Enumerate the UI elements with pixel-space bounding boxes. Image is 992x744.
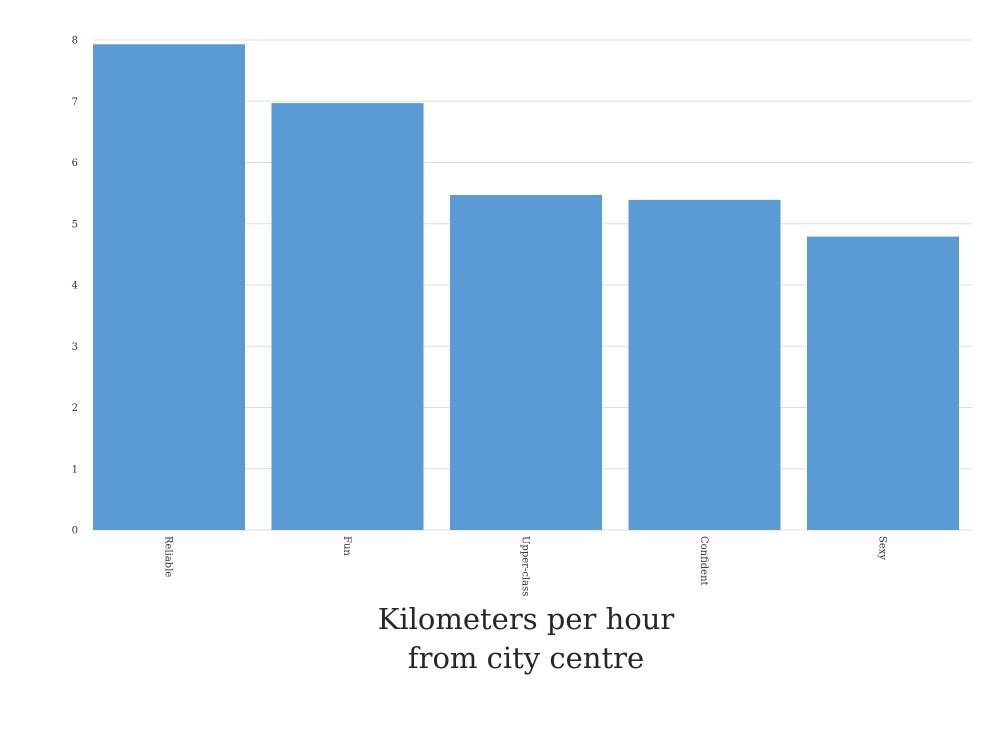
bar-fun [271,103,424,531]
y-tick-label: 2 [72,403,78,414]
x-axis-title: Kilometers per hour from city centre [377,602,675,675]
y-tick-label: 7 [72,97,78,108]
y-tick-label: 4 [72,281,78,292]
bar-confident [628,199,781,531]
x-tick-label: Upper-class [520,536,531,596]
x-tick-label: Reliable [163,536,174,577]
y-tick-label: 1 [72,464,78,475]
y-tick-label: 0 [72,526,78,537]
bar-reliable [93,44,245,530]
y-tick-label: 3 [72,342,78,353]
x-tick-label: Sexy [877,536,888,560]
bar-upper-class [450,194,602,530]
x-axis-ticks: Reliable Fun Upper-class Confident Sexy [163,536,888,596]
bar-sexy [807,236,959,531]
x-tick-label: Confident [698,536,709,586]
y-axis-ticks: 0 1 2 3 4 5 6 7 8 [72,36,78,537]
y-tick-label: 5 [72,219,78,230]
y-tick-label: 6 [72,158,78,169]
bars [93,44,959,531]
x-tick-label: Fun [341,536,352,556]
y-tick-label: 8 [72,36,78,47]
